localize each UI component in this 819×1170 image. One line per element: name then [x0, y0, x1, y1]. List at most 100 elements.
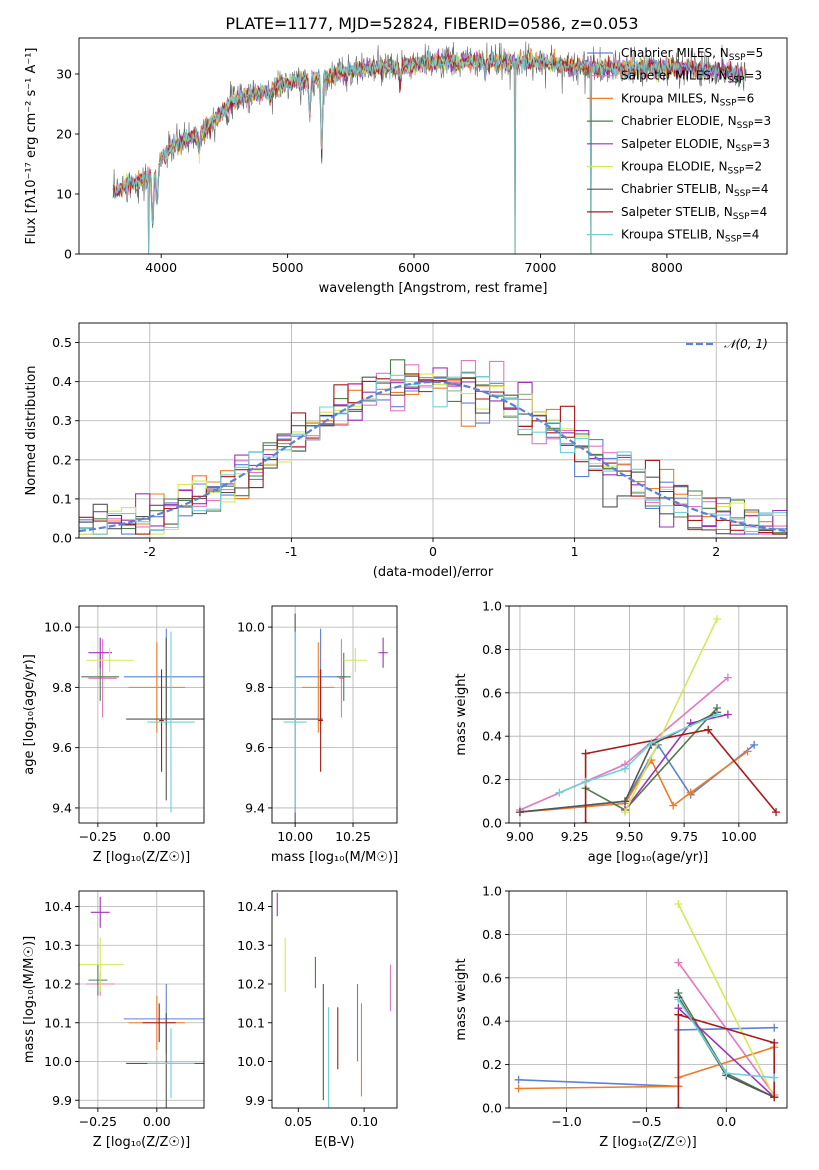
- legend-label-text: Salpeter ELODIE, N: [621, 137, 735, 151]
- x-tick-label: 8000: [651, 260, 683, 275]
- point-marker-salpeter_stelib: [674, 1010, 683, 1019]
- point-marker-kroupa_stelib: [712, 710, 721, 719]
- x-tick-label: 10.00: [721, 829, 757, 844]
- point-marker-salpeter_miles: [723, 673, 732, 682]
- y-tick-label: 9.9: [52, 1093, 72, 1108]
- age_vs_mass-panel: 10.00 10.25 9.4 9.6 9.8 10.0 mass [log₁₀(M/M☉)…: [237, 605, 398, 865]
- legend-label-chabrier_stelib: Chabrier STELIB, NSSP=4: [621, 182, 769, 199]
- axes-frame: [271, 890, 398, 1109]
- series-line-salpeter_stelib: [584, 728, 777, 823]
- x-tick-label: −0.25: [79, 829, 117, 844]
- y-tick-label: 0.8: [482, 927, 502, 942]
- point-marker-salpeter_miles: [674, 958, 683, 967]
- legend-label-salpeter_elodie: Salpeter ELODIE, NSSP=3: [621, 137, 770, 154]
- point-marker-kroupa_elodie: [674, 900, 683, 909]
- y-tick-label: 0.2: [482, 772, 502, 787]
- spectrum-series-kroupa_stelib: [113, 49, 743, 254]
- legend-label-sub: SSP: [737, 121, 754, 131]
- legend-label-sub: SSP: [728, 76, 745, 86]
- point-marker-kroupa_stelib: [555, 788, 564, 797]
- point-marker-salpeter_elodie: [723, 710, 732, 719]
- x-tick-label: 9.75: [670, 829, 698, 844]
- x-tick-label: 7000: [525, 260, 557, 275]
- legend-label-tail: =3: [753, 114, 771, 128]
- axes-frame: [78, 37, 788, 255]
- y-axis-label: age [log₁₀(age/yr)]: [22, 654, 37, 775]
- x-tick-label: −1.0: [551, 1114, 581, 1129]
- legend-label-sub: SSP: [720, 98, 737, 108]
- point-marker-kroupa_elodie: [621, 808, 630, 817]
- point-marker-salpeter_stelib: [674, 1104, 683, 1108]
- y-tick-label: 0.4: [482, 1014, 502, 1029]
- x-axis-label: (data-model)/error: [373, 565, 494, 580]
- legend-label-kroupa_stelib: Kroupa STELIB, NSSP=4: [621, 228, 759, 245]
- point-marker-chabrier_stelib: [515, 808, 524, 817]
- y-tick-label: 0.6: [482, 970, 502, 985]
- mass_vs_ebv-panel: 0.05 0.10 9.9 10.0 10.1 10.2 10.3 10.4 E(B-V): [237, 890, 398, 1150]
- mass_vs_Z-panel: −0.25 0.00 9.9 10.0 10.1 10.2 10.3 10.4 Z [log₁₀…: [22, 890, 205, 1150]
- y-tick-label: 0.5: [52, 335, 72, 350]
- y-tick-label: 10.4: [237, 899, 265, 914]
- point-marker-salpeter_stelib: [772, 808, 781, 817]
- x-axis-label: Z [log₁₀(Z/Z☉)]: [599, 1135, 696, 1150]
- x-tick-label: 10.25: [335, 829, 371, 844]
- series-line-kroupa_elodie: [624, 618, 718, 813]
- x-axis-label: age [log₁₀(age/yr)]: [588, 850, 709, 865]
- x-axis-label: Z [log₁₀(Z/Z☉)]: [93, 1135, 190, 1150]
- y-tick-label: 9.4: [52, 800, 72, 815]
- y-tick-label: 0.2: [52, 452, 72, 467]
- legend-label-tail: =3: [752, 137, 770, 151]
- point-marker-kroupa_stelib: [722, 1069, 731, 1078]
- legend-label-text: Salpeter STELIB, N: [621, 205, 733, 219]
- legend-label-text: Salpeter MILES, N: [621, 69, 728, 83]
- series-line-kroupa_miles: [519, 750, 749, 813]
- mass_weight_vs_age-panel: 9.00 9.25 9.50 9.75 10.00 0.0 0.2 0.4 0.6 0.8 1.0 a…: [454, 599, 788, 865]
- y-tick-label: 10: [56, 187, 72, 202]
- y-tick-label: 9.4: [245, 800, 265, 815]
- y-tick-label: 0.8: [482, 642, 502, 657]
- mass_vs_ebv-marks: [276, 892, 391, 1108]
- point-marker-kroupa_stelib: [770, 1073, 779, 1082]
- residuals-panel: -2 -1 0 1 2 0.0 0.1 0.2 0.3 0.4 0.5 (data-model)/er…: [24, 322, 788, 580]
- histogram-salpeter_stelib: [79, 373, 787, 535]
- legend-label-tail: =4: [750, 205, 768, 219]
- legend-label-salpeter_stelib: Salpeter STELIB, NSSP=4: [621, 205, 767, 222]
- histogram-kroupa_stelib: [79, 371, 787, 535]
- point-marker-chabrier_miles: [750, 740, 759, 749]
- spectrum-title: PLATE=1177, MJD=52824, FIBERID=0586, z=0…: [225, 14, 638, 33]
- legend-label-tail: =5: [746, 46, 764, 60]
- y-tick-label: 1.0: [482, 884, 502, 899]
- y-axis-label: Flux [fλ10⁻¹⁷ erg cm⁻² s⁻¹ A⁻¹]: [24, 48, 39, 245]
- axes-frame: [78, 322, 788, 539]
- x-tick-label: 10.00: [277, 829, 313, 844]
- y-tick-label: 9.8: [245, 680, 265, 695]
- point-marker-salpeter_stelib: [581, 749, 590, 758]
- legend-label-tail: =6: [737, 91, 755, 105]
- y-axis-label: mass weight: [454, 673, 469, 755]
- x-axis-label: mass [log₁₀(M/M☉)]: [271, 850, 398, 865]
- legend-label-sub: SSP: [725, 235, 742, 245]
- legend-label-text: Chabrier STELIB, N: [621, 182, 734, 196]
- point-marker-kroupa_miles: [743, 747, 752, 756]
- x-tick-label: 0.00: [143, 1114, 171, 1129]
- y-tick-label: 0: [64, 247, 72, 262]
- y-tick-label: 9.6: [245, 740, 265, 755]
- legend-label-text: Kroupa MILES, N: [621, 91, 720, 105]
- mass_weight_vs_Z-marks: [514, 900, 779, 1108]
- y-tick-label: 9.9: [245, 1093, 265, 1108]
- point-marker-kroupa_stelib: [581, 777, 590, 786]
- legend-label-text: Chabrier ELODIE, N: [621, 114, 737, 128]
- legend-label-sub: SSP: [735, 144, 752, 154]
- series-line-salpeter_elodie: [624, 713, 729, 811]
- mass_vs_Z-marks: [79, 896, 204, 1108]
- age_vs_mass-marks: [272, 613, 388, 823]
- point-marker-salpeter_stelib: [770, 1093, 779, 1102]
- y-tick-label: 0.3: [52, 413, 72, 428]
- y-tick-label: 9.6: [52, 740, 72, 755]
- y-tick-label: 10.2: [44, 977, 72, 992]
- spectrum-marks: [112, 41, 747, 254]
- y-tick-label: 9.8: [52, 680, 72, 695]
- y-axis-label: mass [log₁₀(M/M☉)]: [22, 936, 37, 1063]
- y-tick-label: 10.0: [237, 1054, 265, 1069]
